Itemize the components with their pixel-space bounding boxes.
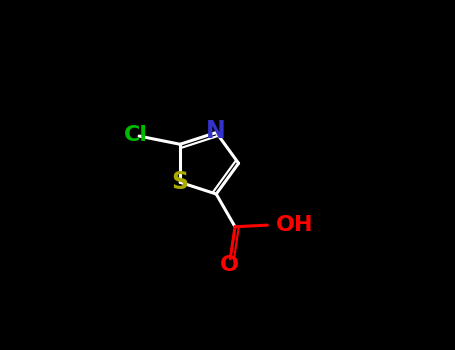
Text: O: O — [219, 255, 238, 275]
Text: S: S — [172, 170, 189, 194]
Text: OH: OH — [276, 215, 313, 235]
Text: Cl: Cl — [124, 125, 148, 145]
Text: N: N — [207, 119, 226, 143]
